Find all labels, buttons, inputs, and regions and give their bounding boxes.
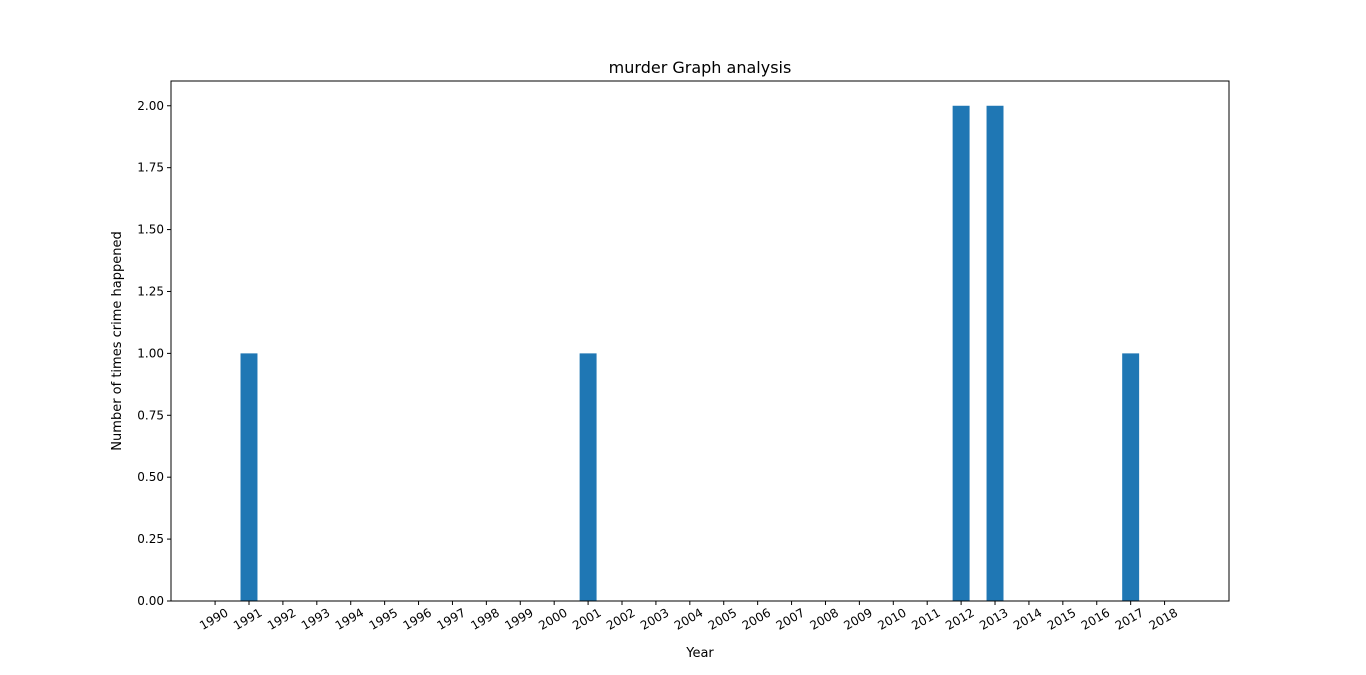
x-tick-label: 2000 xyxy=(536,605,569,632)
x-tick-label: 2001 xyxy=(570,605,603,632)
y-tick-label: 0.00 xyxy=(137,594,164,608)
x-tick-label: 2002 xyxy=(604,605,637,632)
x-tick-label: 2006 xyxy=(740,605,773,632)
x-tick-label: 1990 xyxy=(197,605,230,632)
x-tick-label: 1998 xyxy=(468,605,501,632)
x-tick-label: 2005 xyxy=(706,605,739,632)
x-tick-label: 1996 xyxy=(401,605,434,632)
x-tick-label: 2003 xyxy=(638,605,671,632)
x-tick-label: 2009 xyxy=(841,605,874,632)
x-tick-label: 2013 xyxy=(977,605,1010,632)
y-tick-label: 0.50 xyxy=(137,470,164,484)
x-tick-label: 1995 xyxy=(367,605,400,632)
x-tick-label: 2012 xyxy=(943,605,976,632)
x-tick-label: 2015 xyxy=(1045,605,1078,632)
x-axis-label: Year xyxy=(685,646,714,661)
chart-title: murder Graph analysis xyxy=(609,58,792,77)
x-tick-label: 1994 xyxy=(333,605,366,632)
x-tick-label: 1992 xyxy=(265,605,298,632)
x-tick-label: 2018 xyxy=(1147,605,1180,632)
y-tick-label: 2.00 xyxy=(137,99,164,113)
x-tick-label: 1997 xyxy=(435,605,468,632)
y-axis-label: Number of times crime happened xyxy=(110,231,125,450)
x-tick-label: 2017 xyxy=(1113,605,1146,632)
bar-1991 xyxy=(240,353,258,601)
x-tick-label: 1999 xyxy=(502,605,535,632)
x-tick-label: 1993 xyxy=(299,605,332,632)
y-axis: 0.00 0.25 0.50 0.75 1.00 1.25 1.50 1.75 2.00 xyxy=(137,99,171,608)
x-tick-label: 2007 xyxy=(774,605,807,632)
y-tick-label: 1.75 xyxy=(137,161,164,175)
y-tick-label: 0.25 xyxy=(137,532,164,546)
bar-2012 xyxy=(952,105,970,601)
y-tick-label: 1.50 xyxy=(137,223,164,237)
x-tick-label: 2011 xyxy=(909,605,942,632)
y-tick-label: 0.75 xyxy=(137,408,164,422)
x-tick-label: 1991 xyxy=(231,605,264,632)
x-tick-label: 2014 xyxy=(1011,605,1044,632)
x-tick-label: 2016 xyxy=(1079,605,1112,632)
plot-frame xyxy=(170,80,1230,602)
bar-2013 xyxy=(986,105,1004,601)
x-axis: 1990 1991 1992 1993 1994 1995 1996 1997 1998 1999… xyxy=(197,601,1180,633)
y-tick-label: 1.25 xyxy=(137,284,164,298)
x-tick-label: 2004 xyxy=(672,605,705,632)
bars-group xyxy=(240,105,1140,601)
x-tick-label: 2008 xyxy=(808,605,841,632)
y-tick-label: 1.00 xyxy=(137,346,164,360)
bar-2001 xyxy=(579,353,597,601)
bar-2017 xyxy=(1122,353,1140,601)
x-tick-label: 2010 xyxy=(875,605,908,632)
